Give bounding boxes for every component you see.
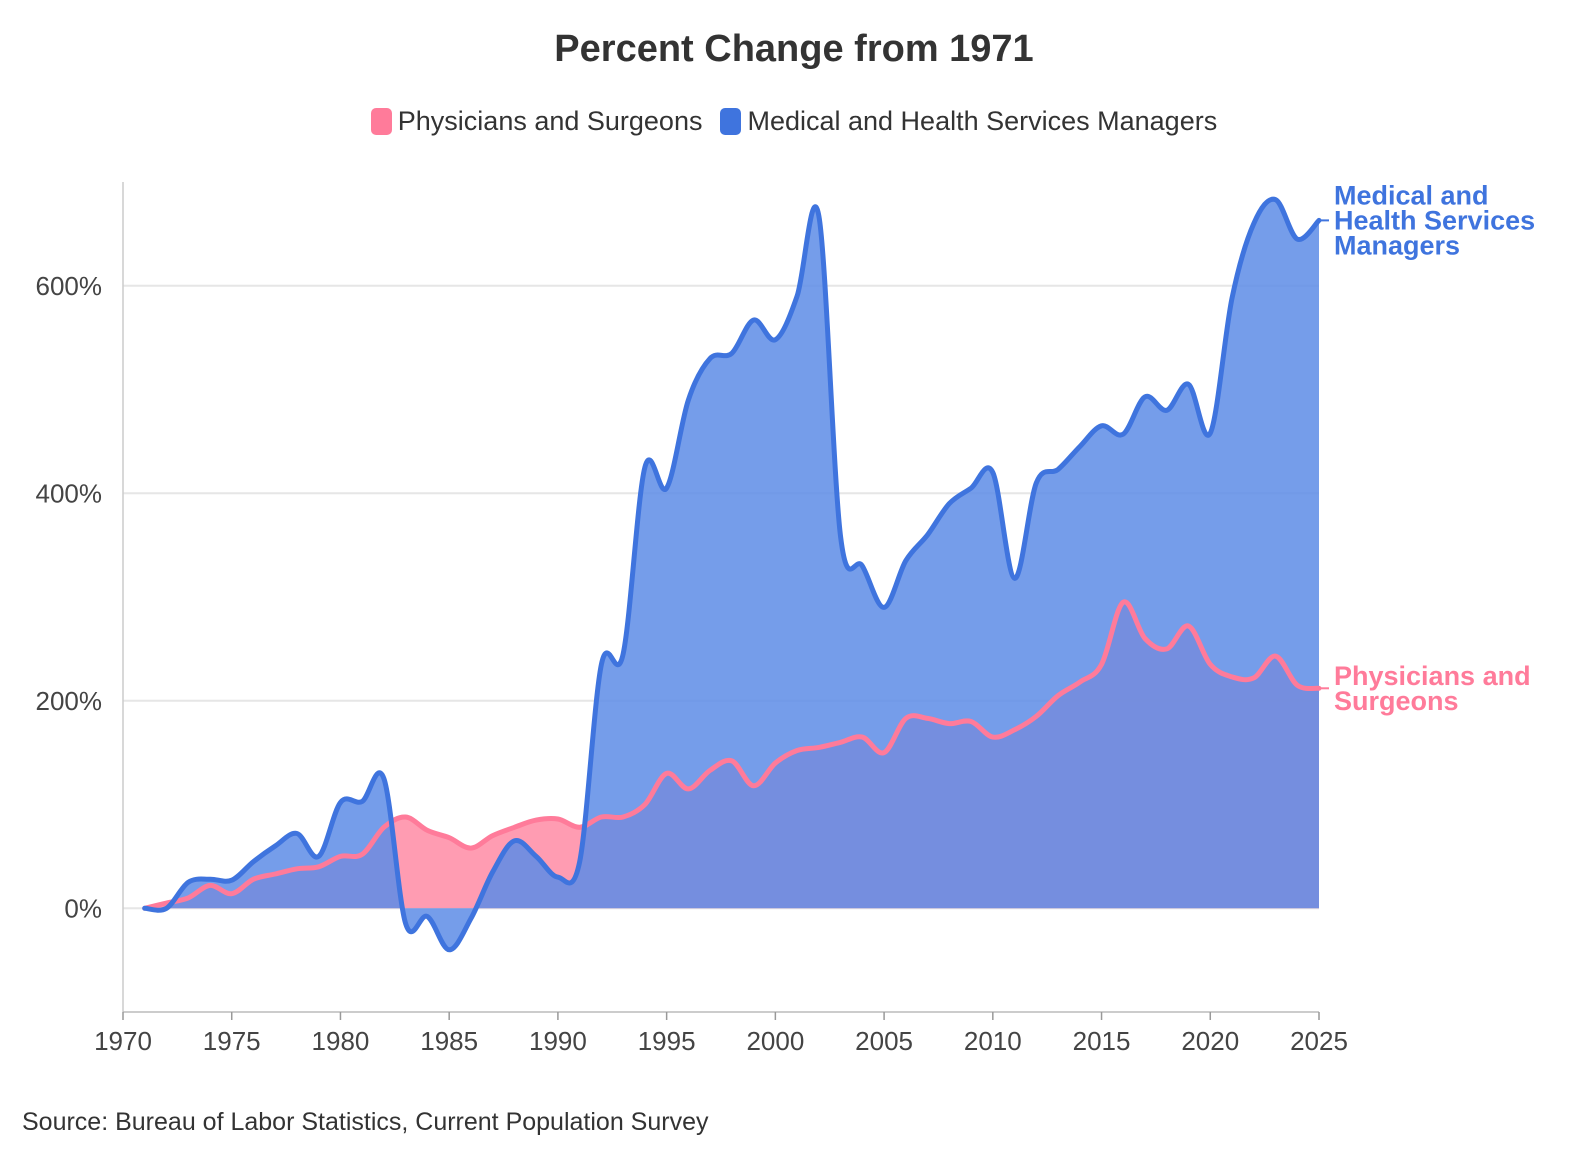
- x-tick-label: 2000: [746, 1026, 804, 1056]
- source-note: Source: Bureau of Labor Statistics, Curr…: [22, 1108, 709, 1136]
- x-tick-label: 1990: [529, 1026, 587, 1056]
- axes: 0% 200% 400% 600% 1970 1975 1980 1985 1990 1995 20…: [36, 182, 1348, 1056]
- end-label-managers: Health Services: [1334, 205, 1535, 235]
- x-tick-label: 1995: [638, 1026, 696, 1056]
- y-tick-label: 200%: [36, 686, 103, 716]
- x-tick-label: 2015: [1073, 1026, 1131, 1056]
- chart-title: Percent Change from 1971: [554, 28, 1034, 70]
- end-label-physicians: Physicians and: [1334, 661, 1531, 691]
- legend-item-managers[interactable]: Medical and Health Services Managers: [720, 106, 1217, 137]
- legend-swatch-physicians: [370, 108, 392, 135]
- end-label-physicians: Surgeons: [1334, 686, 1459, 716]
- y-tick-label: 600%: [36, 271, 103, 301]
- series-areas: [142, 196, 1322, 953]
- area-managers: [144, 199, 1320, 950]
- x-tick-label: 2005: [855, 1026, 913, 1056]
- x-tick-label: 2025: [1290, 1026, 1348, 1056]
- x-tick-label: 1975: [203, 1026, 261, 1056]
- x-tick-label: 2020: [1181, 1026, 1239, 1056]
- x-tick-label: 1980: [312, 1026, 370, 1056]
- y-tick-label: 400%: [36, 478, 103, 508]
- line-physicians: [142, 599, 1322, 911]
- x-tick-label: 1970: [94, 1026, 152, 1056]
- legend-label-managers: Medical and Health Services Managers: [747, 106, 1218, 136]
- x-tick-label: 2010: [964, 1026, 1022, 1056]
- legend: Physicians and Surgeons Medical and Heal…: [0, 106, 1588, 137]
- end-label-managers: Medical and: [1334, 180, 1489, 210]
- legend-item-physicians[interactable]: Physicians and Surgeons: [370, 106, 703, 137]
- line-managers: [142, 196, 1322, 953]
- x-tick-label: 1985: [420, 1026, 478, 1056]
- legend-label-physicians: Physicians and Surgeons: [397, 106, 703, 136]
- y-tick-label: 0%: [64, 893, 102, 923]
- legend-swatch-managers: [720, 108, 742, 135]
- chart-area: 0% 200% 400% 600% 1970 1975 1980 1985 1990 1995 20…: [36, 180, 1536, 1056]
- end-label-managers: Managers: [1334, 230, 1460, 260]
